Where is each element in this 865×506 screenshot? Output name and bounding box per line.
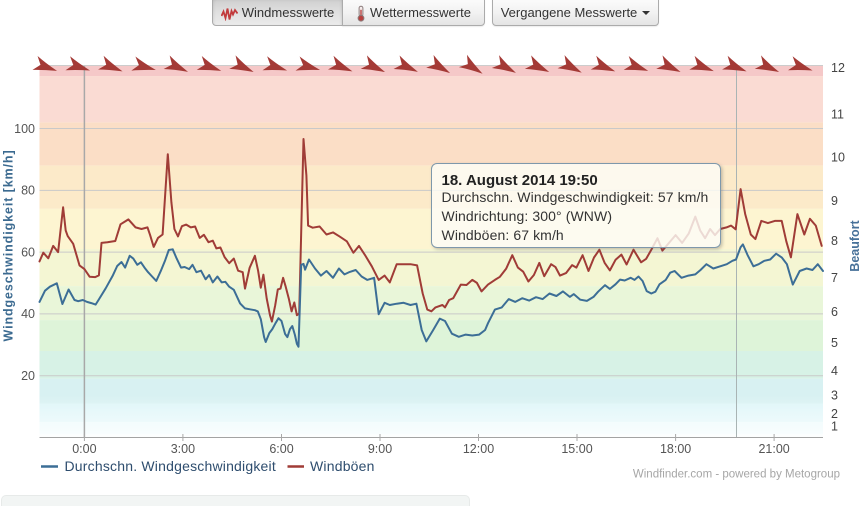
svg-text:8: 8	[831, 234, 838, 248]
svg-text:Windböen: Windböen	[310, 458, 375, 474]
svg-text:12: 12	[831, 61, 845, 75]
svg-text:20: 20	[21, 369, 35, 383]
svg-text:15:00: 15:00	[561, 442, 592, 456]
svg-text:80: 80	[21, 184, 35, 198]
svg-text:1: 1	[831, 420, 838, 434]
svg-text:5: 5	[831, 336, 838, 350]
svg-text:100: 100	[14, 122, 35, 136]
svg-text:40: 40	[21, 307, 35, 321]
svg-text:6:00: 6:00	[269, 442, 293, 456]
svg-text:9:00: 9:00	[368, 442, 392, 456]
svg-text:Durchschn. Windgeschwindigkeit: Durchschn. Windgeschwindigkeit	[65, 458, 276, 474]
svg-text:3:00: 3:00	[171, 442, 195, 456]
svg-text:Windfinder.com - powered by Me: Windfinder.com - powered by Metogroup	[633, 469, 840, 481]
svg-text:0:00: 0:00	[72, 442, 96, 456]
svg-text:2: 2	[831, 407, 838, 421]
svg-text:60: 60	[21, 245, 35, 259]
svg-text:18:00: 18:00	[660, 442, 691, 456]
svg-text:21:00: 21:00	[758, 442, 789, 456]
svg-text:Windgeschwindigkeit [km/h]: Windgeschwindigkeit [km/h]	[2, 149, 16, 341]
svg-text:11: 11	[831, 108, 844, 122]
svg-text:12:00: 12:00	[463, 442, 494, 456]
svg-text:3: 3	[831, 389, 838, 403]
svg-text:Beaufort: Beaufort	[848, 219, 862, 271]
svg-text:6: 6	[831, 305, 838, 319]
svg-text:7: 7	[831, 271, 838, 285]
svg-text:10: 10	[831, 151, 845, 165]
svg-text:9: 9	[831, 194, 838, 208]
svg-text:4: 4	[831, 364, 838, 378]
